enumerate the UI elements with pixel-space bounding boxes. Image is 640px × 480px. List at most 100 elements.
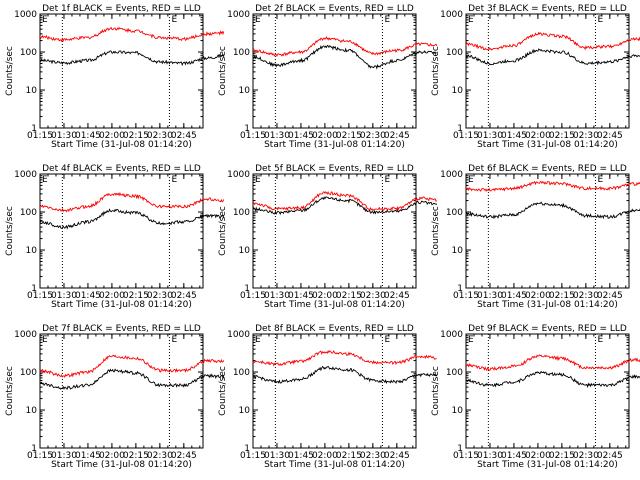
event-marker-label: E: [42, 175, 48, 185]
x-axis-label: Start Time (31-Jul-08 01:14:20): [264, 460, 405, 470]
chart-title: Det 5f BLACK = Events, RED = LLD: [255, 164, 414, 174]
event-marker-label: E: [384, 15, 390, 25]
chart-panel-8: Det 8f BLACK = Events, RED = LLD 1 10 100 10…: [218, 324, 438, 470]
x-tick-label: 02:45: [597, 291, 623, 301]
x-tick-label: 02:30: [360, 291, 386, 301]
y-axis-label: Counts/sec: [218, 46, 228, 96]
series-lld-line: [39, 26, 225, 43]
x-axis-label: Start Time (31-Jul-08 01:14:20): [51, 460, 192, 470]
plot-frame: [252, 13, 417, 129]
x-axis-label: Start Time (31-Jul-08 01:14:20): [477, 300, 618, 310]
plot-frame: [465, 333, 630, 449]
series-events-line: [465, 48, 640, 66]
x-axis-label: Start Time (31-Jul-08 01:14:20): [264, 140, 405, 150]
event-marker-label: E: [255, 175, 261, 185]
y-tick-label: 1: [31, 124, 37, 134]
y-axis-label: Counts/sec: [5, 366, 15, 416]
event-marker-label: E: [42, 335, 48, 345]
series-events-line: [465, 370, 640, 389]
x-axis-label: Start Time (31-Jul-08 01:14:20): [477, 460, 618, 470]
x-tick-label: 02:00: [99, 291, 125, 301]
y-tick-label: 10: [26, 406, 38, 416]
y-axis-label: Counts/sec: [5, 206, 15, 256]
x-tick-label: 01:15: [27, 131, 53, 141]
y-tick-label: 100: [446, 208, 463, 218]
x-tick-label: 02:15: [549, 291, 575, 301]
x-tick-label: 01:15: [27, 291, 53, 301]
x-tick-label: 02:15: [336, 291, 362, 301]
y-tick-label: 1: [31, 284, 37, 294]
x-tick-label: 02:15: [123, 451, 149, 461]
x-tick-label: 02:45: [597, 131, 623, 141]
series-events-line: [252, 365, 438, 384]
x-axis-label: Start Time (31-Jul-08 01:14:20): [51, 140, 192, 150]
y-axis-label: Counts/sec: [218, 366, 228, 416]
x-tick-label: 01:30: [264, 291, 290, 301]
y-tick-label: 100: [446, 48, 463, 58]
x-axis-label: Start Time (31-Jul-08 01:14:20): [477, 140, 618, 150]
x-tick-label: 02:00: [312, 291, 338, 301]
chart-panel-6: Det 6f BLACK = Events, RED = LLD 1 10 100 10…: [431, 164, 640, 310]
x-tick-label: 01:30: [264, 451, 290, 461]
y-tick-label: 1000: [14, 330, 37, 340]
chart-title: Det 1f BLACK = Events, RED = LLD: [42, 4, 201, 14]
y-tick-label: 100: [233, 368, 250, 378]
y-tick-label: 1: [244, 284, 250, 294]
plot-frame: [39, 13, 204, 129]
y-axis-label: Counts/sec: [218, 206, 228, 256]
series-lld-line: [39, 354, 225, 379]
x-tick-label: 01:45: [288, 291, 314, 301]
x-tick-label: 01:45: [288, 451, 314, 461]
x-tick-label: 01:30: [477, 131, 503, 141]
event-marker-label: E: [597, 175, 603, 185]
series-lld-line: [252, 349, 437, 367]
y-axis-label: Counts/sec: [431, 46, 441, 96]
x-tick-label: 02:30: [147, 451, 173, 461]
x-tick-label: 02:30: [147, 291, 173, 301]
x-tick-label: 02:15: [336, 131, 362, 141]
chart-panel-4: Det 4f BLACK = Events, RED = LLD 1 10 100 10…: [5, 164, 225, 310]
event-marker-label: E: [468, 175, 474, 185]
y-tick-label: 1000: [227, 330, 250, 340]
x-tick-label: 01:30: [51, 451, 77, 461]
x-tick-label: 02:00: [99, 131, 125, 141]
y-axis-label: Counts/sec: [5, 46, 15, 96]
x-tick-label: 02:15: [123, 131, 149, 141]
x-tick-label: 01:45: [501, 451, 527, 461]
event-marker-label: E: [42, 15, 48, 25]
y-tick-label: 1: [457, 124, 463, 134]
x-tick-label: 02:45: [384, 131, 410, 141]
chart-title: Det 3f BLACK = Events, RED = LLD: [468, 4, 627, 14]
chart-panel-7: Det 7f BLACK = Events, RED = LLD 1 10 100 10…: [5, 324, 225, 470]
event-marker-label: E: [171, 335, 177, 345]
x-tick-label: 02:30: [147, 131, 173, 141]
x-tick-label: 01:45: [75, 451, 101, 461]
y-tick-label: 10: [239, 86, 251, 96]
event-marker-label: E: [597, 15, 603, 25]
y-axis-label: Counts/sec: [431, 366, 441, 416]
x-axis-label: Start Time (31-Jul-08 01:14:20): [51, 300, 192, 310]
x-tick-label: 01:30: [477, 451, 503, 461]
x-tick-label: 01:15: [27, 451, 53, 461]
event-marker-label: E: [255, 335, 261, 345]
x-tick-label: 02:00: [99, 451, 125, 461]
y-tick-label: 1000: [14, 170, 37, 180]
x-tick-label: 01:30: [264, 131, 290, 141]
event-marker-label: E: [171, 175, 177, 185]
y-tick-label: 1: [244, 124, 250, 134]
chart-title: Det 6f BLACK = Events, RED = LLD: [468, 164, 627, 174]
y-tick-label: 10: [239, 406, 251, 416]
chart-panel-1: Det 1f BLACK = Events, RED = LLD 1 10 100 10…: [5, 4, 225, 150]
event-marker-label: E: [384, 175, 390, 185]
y-tick-label: 10: [452, 86, 464, 96]
plot-frame: [465, 173, 630, 289]
plot-frame: [465, 13, 630, 129]
chart-panel-5: Det 5f BLACK = Events, RED = LLD 1 10 100 10…: [218, 164, 438, 310]
x-tick-label: 02:15: [549, 131, 575, 141]
x-tick-label: 02:15: [549, 451, 575, 461]
y-tick-label: 10: [239, 246, 251, 256]
event-marker-label: E: [468, 335, 474, 345]
plot-frame: [39, 173, 204, 289]
x-tick-label: 01:45: [501, 131, 527, 141]
series-events-line: [252, 196, 438, 216]
